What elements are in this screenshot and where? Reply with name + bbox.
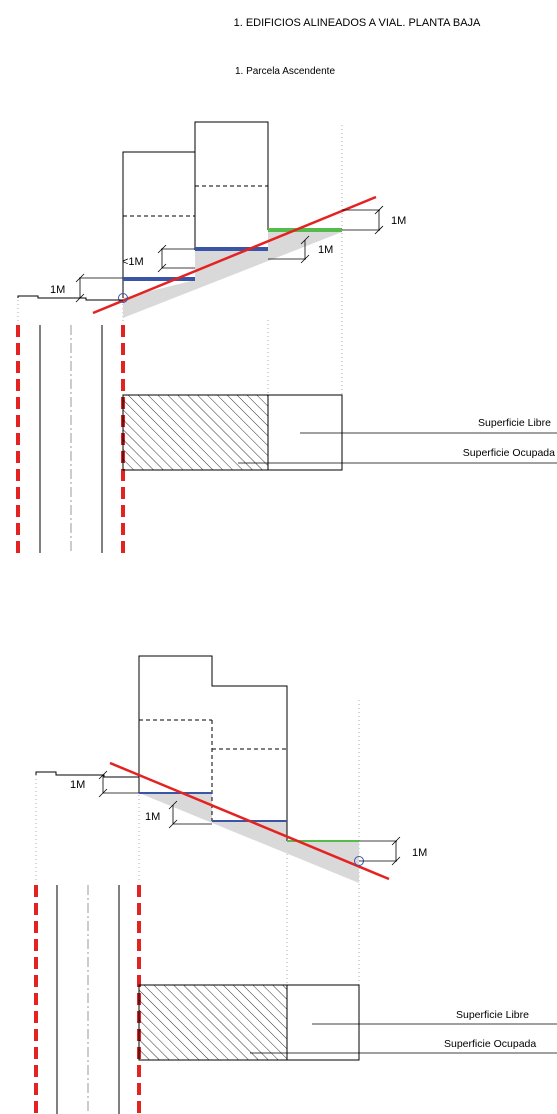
guide-lines <box>17 125 343 395</box>
guide-lines <box>35 700 360 985</box>
dim-label-left: 1M <box>50 284 65 296</box>
street-profile <box>17 295 123 301</box>
dim-label-middle: 1M <box>145 811 160 823</box>
dim-label-right: 1M <box>412 847 427 859</box>
diagram-section-top: 1M <1M 1M 1M Superficie Libre Superficie… <box>16 121 557 553</box>
plot-outline <box>138 984 360 1061</box>
floor-dashed-lines <box>123 185 268 217</box>
label-occupied-surface: Superficie Ocupada <box>463 447 555 459</box>
diagram-section-bottom: 1M 1M 1M Superficie Libre Superficie Ocu… <box>34 655 557 1114</box>
dim-label-left: 1M <box>70 779 85 791</box>
gray-slope-area <box>139 793 359 883</box>
dim-label-less-than: <1M <box>122 256 144 268</box>
label-free-surface: Superficie Libre <box>456 1009 529 1021</box>
dimension-marks <box>75 205 384 303</box>
page-title: 1. EDIFICIOS ALINEADOS A VIAL. PLANTA BA… <box>234 17 481 29</box>
terrain-slope-line <box>92 195 377 315</box>
street-plan <box>16 325 125 553</box>
occupied-area-hatch <box>138 984 288 1061</box>
street-plan <box>34 885 141 1114</box>
label-occupied-surface: Superficie Ocupada <box>444 1038 536 1050</box>
dim-label-right: 1M <box>391 215 406 227</box>
reference-point-circle <box>118 293 128 303</box>
occupied-area-hatch <box>122 394 269 471</box>
building-outline <box>138 655 288 841</box>
street-profile <box>35 771 139 778</box>
dimension-marks <box>98 770 401 866</box>
plot-outline <box>122 394 343 471</box>
label-free-surface: Superficie Libre <box>478 417 551 429</box>
page-subtitle: 1. Parcela Ascendente <box>235 66 336 77</box>
dim-label-middle: 1M <box>318 244 333 256</box>
terrain-slope-line <box>109 761 390 881</box>
gray-slope-area <box>123 232 342 318</box>
